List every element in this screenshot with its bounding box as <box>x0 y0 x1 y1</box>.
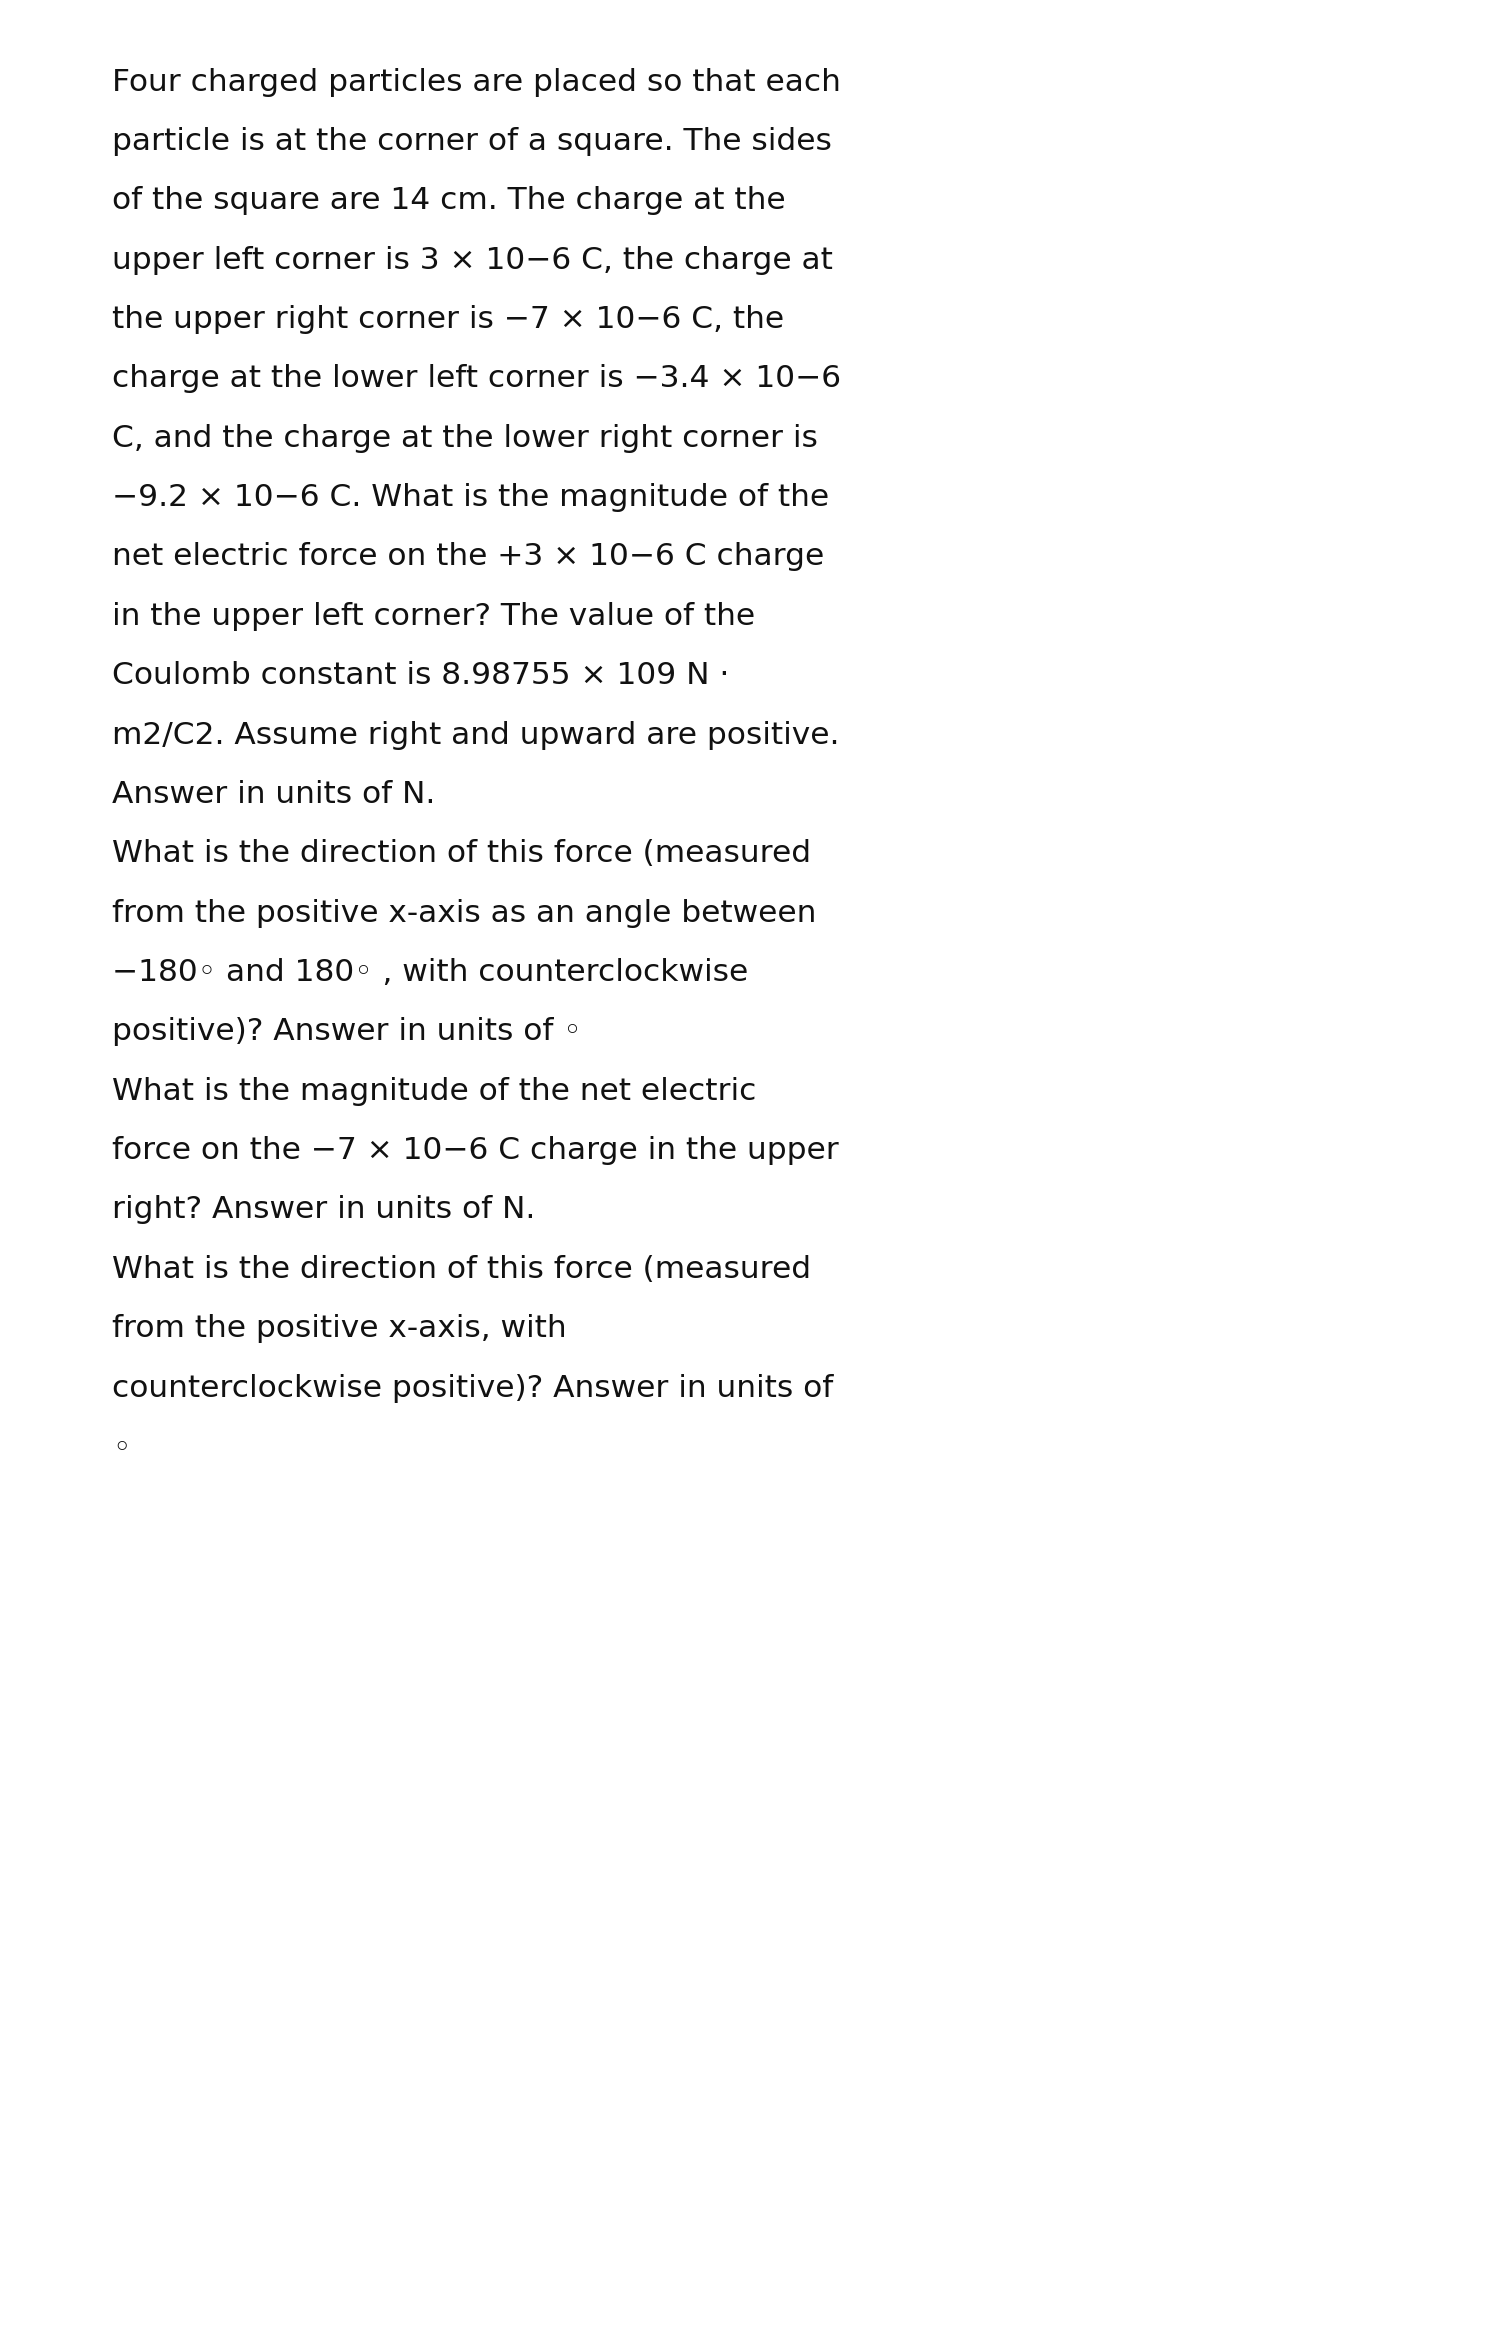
Text: counterclockwise positive)? Answer in units of: counterclockwise positive)? Answer in un… <box>112 1374 834 1401</box>
Text: charge at the lower left corner is −3.4 × 10−6: charge at the lower left corner is −3.4 … <box>112 363 842 393</box>
Text: particle is at the corner of a square. The sides: particle is at the corner of a square. T… <box>112 128 832 156</box>
Text: right? Answer in units of N.: right? Answer in units of N. <box>112 1194 536 1225</box>
Text: Answer in units of N.: Answer in units of N. <box>112 780 436 808</box>
Text: upper left corner is 3 × 10−6 C, the charge at: upper left corner is 3 × 10−6 C, the cha… <box>112 244 834 275</box>
Text: C, and the charge at the lower right corner is: C, and the charge at the lower right cor… <box>112 424 819 452</box>
Text: −9.2 × 10−6 C. What is the magnitude of the: −9.2 × 10−6 C. What is the magnitude of … <box>112 482 830 512</box>
Text: m2/C2. Assume right and upward are positive.: m2/C2. Assume right and upward are posit… <box>112 719 840 750</box>
Text: What is the direction of this force (measured: What is the direction of this force (mea… <box>112 1255 812 1283</box>
Text: from the positive x-axis as an angle between: from the positive x-axis as an angle bet… <box>112 899 818 927</box>
Text: What is the magnitude of the net electric: What is the magnitude of the net electri… <box>112 1076 758 1106</box>
Text: positive)? Answer in units of ◦: positive)? Answer in units of ◦ <box>112 1017 582 1045</box>
Text: Coulomb constant is 8.98755 × 109 N ·: Coulomb constant is 8.98755 × 109 N · <box>112 661 730 689</box>
Text: in the upper left corner? The value of the: in the upper left corner? The value of t… <box>112 601 756 631</box>
Text: −180◦ and 180◦ , with counterclockwise: −180◦ and 180◦ , with counterclockwise <box>112 957 748 987</box>
Text: Four charged particles are placed so that each: Four charged particles are placed so tha… <box>112 68 842 95</box>
Text: ◦: ◦ <box>112 1432 130 1462</box>
Text: from the positive x-axis, with: from the positive x-axis, with <box>112 1313 567 1343</box>
Text: net electric force on the +3 × 10−6 C charge: net electric force on the +3 × 10−6 C ch… <box>112 542 825 570</box>
Text: What is the direction of this force (measured: What is the direction of this force (mea… <box>112 838 812 868</box>
Text: the upper right corner is −7 × 10−6 C, the: the upper right corner is −7 × 10−6 C, t… <box>112 305 784 333</box>
Text: force on the −7 × 10−6 C charge in the upper: force on the −7 × 10−6 C charge in the u… <box>112 1136 840 1164</box>
Text: of the square are 14 cm. The charge at the: of the square are 14 cm. The charge at t… <box>112 186 786 214</box>
